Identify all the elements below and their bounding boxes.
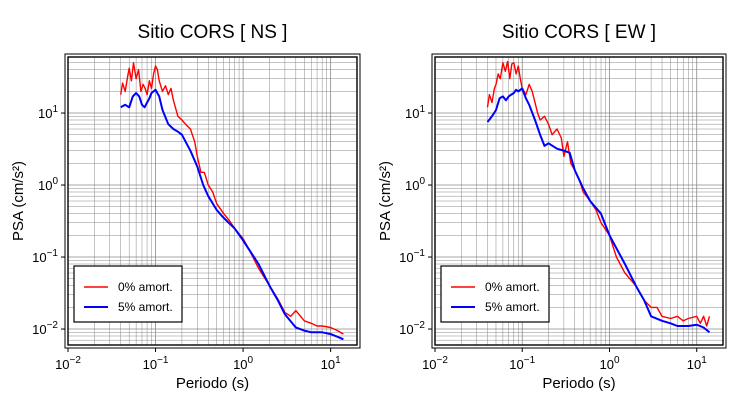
x-tick-label: 101 [321, 355, 341, 372]
x-axis-label: Periodo (s) [176, 375, 249, 392]
plot-frame-outer [64, 53, 361, 349]
y-tick-label: 10−1 [32, 248, 58, 265]
chart-ew: Sitio CORS [ EW ] 10−2 10−1 100 101 10−2 10−1 1… [377, 22, 727, 392]
y-tick-label: 10−2 [399, 320, 425, 337]
x-tick-label: 10−2 [422, 355, 448, 372]
x-tick-label: 10−1 [509, 355, 535, 372]
y-tick-label: 101 [38, 104, 58, 121]
grid [67, 56, 358, 346]
legend-label: 5% amort. [118, 300, 173, 314]
plot-frame [67, 56, 358, 346]
legend-box [73, 265, 183, 323]
chart-title: Sitio CORS [ EW ] [502, 22, 656, 43]
legend-label: 5% amort. [485, 300, 540, 314]
chart-ns: Sitio CORS [ NS ] 10−2 10−1 100 101 10−2 10−1 1… [10, 22, 361, 392]
y-tick-label: 10−1 [399, 248, 425, 265]
y-tick-label: 10−2 [32, 320, 58, 337]
y-tick-label: 101 [405, 104, 425, 121]
legend-label: 0% amort. [485, 280, 540, 294]
legend: 0% amort. 5% amort. [73, 265, 183, 323]
x-tick-label: 10−2 [55, 355, 81, 372]
y-tick-label: 100 [405, 176, 425, 193]
legend-label: 0% amort. [118, 280, 173, 294]
plot-frame-outer [431, 53, 727, 349]
y-tick-label: 100 [38, 176, 58, 193]
y-axis-label: PSA (cm/s²) [377, 161, 394, 241]
x-tick-label: 10−1 [143, 355, 169, 372]
x-tick-label: 100 [599, 355, 619, 372]
plot-frame [434, 56, 724, 346]
y-axis-label: PSA (cm/s²) [10, 161, 27, 241]
series-line-blue [486, 87, 711, 334]
series-line-blue [120, 88, 344, 341]
legend: 0% amort. 5% amort. [440, 265, 550, 323]
chart-title: Sitio CORS [ NS ] [138, 22, 288, 43]
series-line-red [120, 62, 344, 335]
legend-box [440, 265, 550, 323]
series-line-red [486, 60, 711, 327]
x-tick-label: 100 [233, 355, 253, 372]
x-axis-label: Periodo (s) [542, 375, 615, 392]
x-tick-label: 101 [687, 355, 707, 372]
